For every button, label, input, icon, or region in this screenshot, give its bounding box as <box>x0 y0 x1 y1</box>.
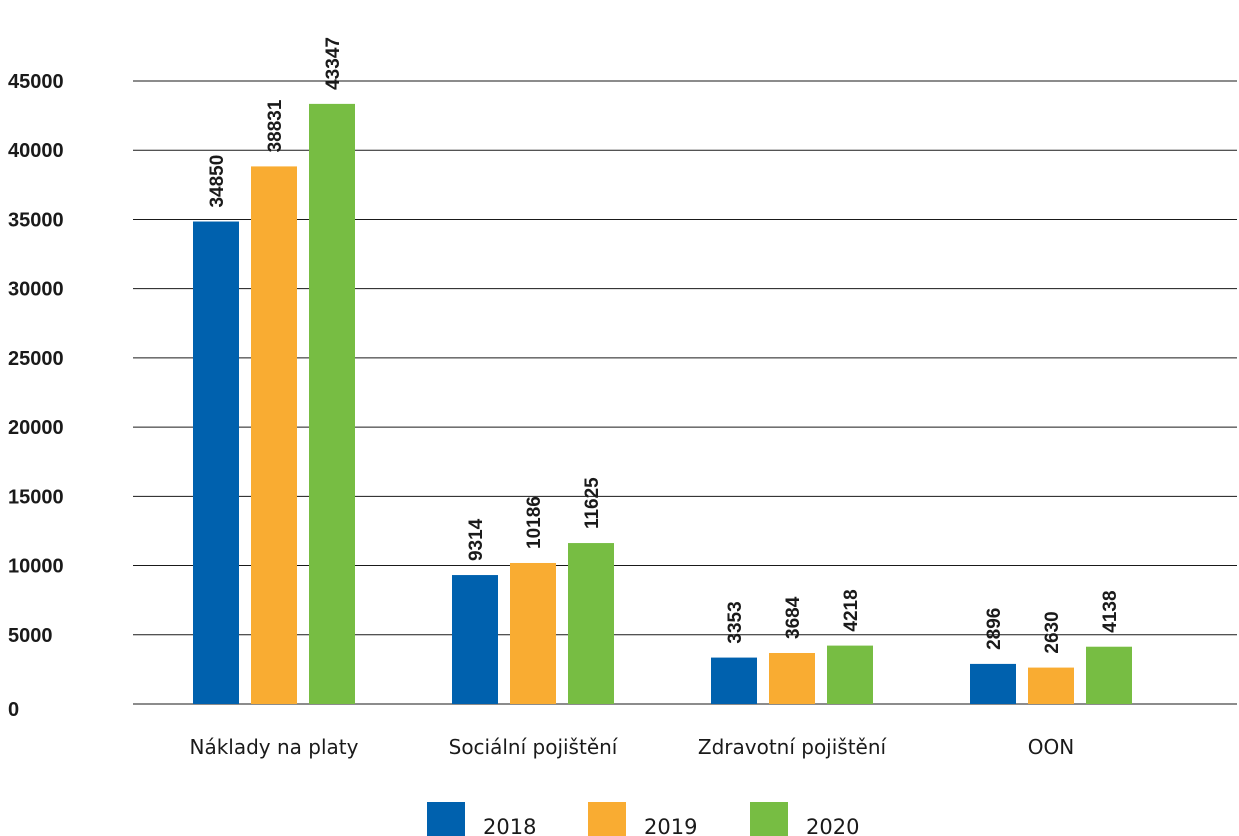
legend-label: 2019 <box>644 815 697 836</box>
y-tick-label: 45000 <box>8 71 64 93</box>
x-tick-label: Náklady na platy <box>190 735 359 759</box>
x-axis-ticks: Náklady na platy Sociální pojištění Zdravo… <box>190 735 1075 759</box>
legend: 2018 2019 2020 <box>427 802 859 836</box>
bar-2018-1 <box>193 221 239 704</box>
y-tick-label: 25000 <box>8 348 64 370</box>
data-label: 2896 <box>984 608 1005 650</box>
bar-2020-4 <box>1086 646 1132 704</box>
bar-2020-1 <box>309 103 355 704</box>
y-tick-label: 15000 <box>8 486 64 508</box>
legend-label: 2018 <box>483 815 536 836</box>
data-label: 43347 <box>323 37 344 90</box>
bar-2020-2 <box>568 543 614 704</box>
legend-swatch-2020 <box>750 802 788 836</box>
bar-2019-4 <box>1028 667 1074 704</box>
x-tick-label: Zdravotní pojištění <box>698 735 888 759</box>
y-axis-ticks: 0 5000 10000 15000 20000 25000 30000 35000 40000… <box>8 71 64 721</box>
y-tick-label: 0 <box>8 699 19 721</box>
legend-swatch-2019 <box>588 802 626 836</box>
bar-2019-3 <box>769 652 815 704</box>
data-label: 34850 <box>207 155 228 208</box>
data-label: 2630 <box>1042 611 1063 653</box>
data-label: 4218 <box>841 589 862 631</box>
data-label: 4138 <box>1100 590 1121 632</box>
gridlines <box>133 80 1237 705</box>
data-label: 3353 <box>725 601 746 643</box>
data-label: 10186 <box>524 496 545 549</box>
bar-2019-2 <box>510 562 556 704</box>
data-labels: 34850 38831 43347 9314 10186 11625 3353 3684 421… <box>207 37 1121 654</box>
bars <box>193 103 1132 704</box>
legend-swatch-2018 <box>427 802 465 836</box>
x-tick-label: OON <box>1028 735 1074 759</box>
y-tick-label: 10000 <box>8 556 64 578</box>
data-label: 3684 <box>783 596 804 639</box>
y-tick-label: 20000 <box>8 417 64 439</box>
bar-2018-3 <box>711 657 757 704</box>
y-tick-label: 35000 <box>8 209 64 231</box>
bar-2018-2 <box>452 575 498 704</box>
data-label: 9314 <box>466 518 487 561</box>
legend-label: 2020 <box>806 815 859 836</box>
bar-2019-1 <box>251 166 297 704</box>
bar-2020-3 <box>827 645 873 704</box>
y-tick-label: 40000 <box>8 140 64 162</box>
bar-2018-4 <box>970 663 1016 704</box>
x-tick-label: Sociální pojištění <box>449 735 619 759</box>
data-label: 38831 <box>265 99 286 152</box>
data-label: 11625 <box>582 477 603 529</box>
y-tick-label: 5000 <box>8 625 53 647</box>
y-tick-label: 30000 <box>8 279 64 301</box>
